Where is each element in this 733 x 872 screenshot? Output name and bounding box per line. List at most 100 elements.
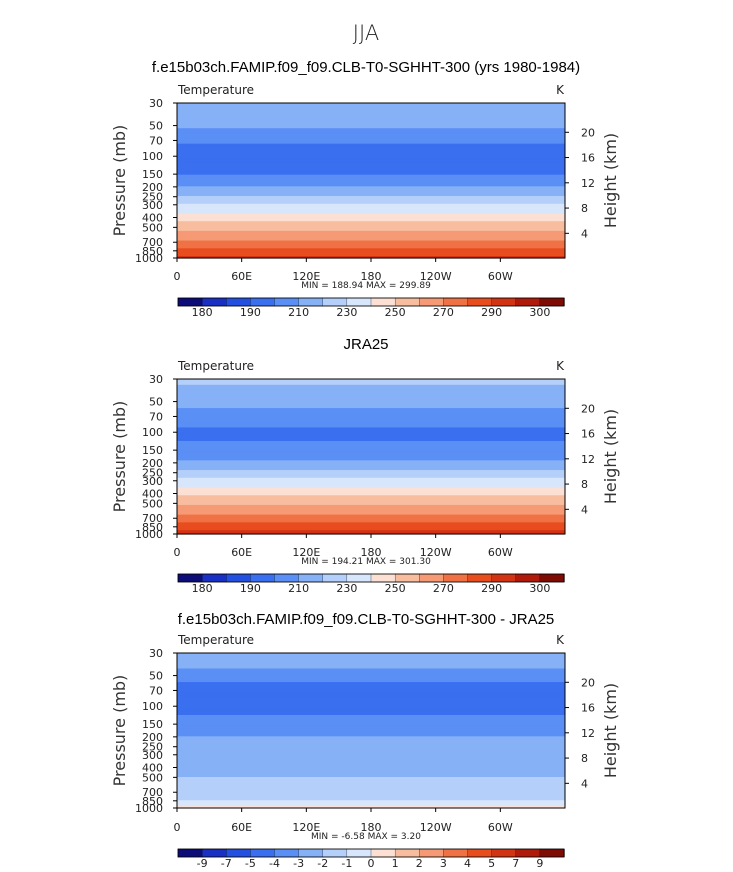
contour-band — [177, 680, 565, 683]
colorbar-swatch — [419, 297, 445, 307]
contour-band — [177, 759, 565, 763]
contour-band — [177, 230, 565, 234]
contour-band — [177, 155, 565, 158]
contour-band — [177, 110, 565, 114]
colorbar-swatch — [226, 297, 252, 307]
colorbar-swatch — [443, 848, 469, 858]
height-tick-label: 4 — [581, 227, 588, 240]
contour-band — [177, 388, 565, 392]
height-tick-label: 20 — [581, 676, 595, 689]
contour-band — [177, 379, 565, 382]
contour-band — [177, 120, 565, 123]
pressure-tick-label: 250 — [142, 467, 163, 480]
pressure-tick-label: 30 — [149, 647, 163, 660]
contour-band — [177, 771, 565, 774]
contour-band — [177, 477, 565, 481]
contour-band — [177, 782, 565, 786]
contour-band — [177, 122, 565, 125]
contour-band — [177, 219, 565, 222]
contour-band — [177, 157, 565, 160]
contour-band — [177, 747, 565, 751]
height-tick-label: 4 — [581, 777, 588, 790]
contour-band — [177, 215, 565, 218]
contour-band — [177, 106, 565, 110]
pressure-tick-label: 400 — [142, 487, 163, 500]
lon-tick-label: 180 — [361, 270, 382, 283]
colorbar-label: -1 — [341, 857, 352, 870]
contour-band — [177, 479, 565, 483]
contour-band — [177, 802, 565, 805]
height-tick-label: 16 — [581, 702, 595, 715]
colorbar-swatch — [419, 848, 445, 858]
colorbar-swatch — [394, 297, 420, 307]
contour-band — [177, 751, 565, 755]
contour-band — [177, 470, 565, 473]
colorbar-swatch — [539, 848, 565, 858]
contour-band — [177, 182, 565, 185]
colorbar-label: -4 — [269, 857, 280, 870]
colorbar-label: 230 — [336, 306, 357, 319]
pressure-tick-label: 200 — [142, 457, 163, 470]
height-tick-label: 16 — [581, 152, 595, 165]
height-tick-label: 12 — [581, 453, 595, 466]
contour-band — [177, 411, 565, 415]
contour-band — [177, 462, 565, 465]
contour-band — [177, 689, 565, 693]
contour-band — [177, 512, 565, 516]
contour-band — [177, 481, 565, 485]
contour-band — [177, 749, 565, 753]
colorbar-label: 250 — [385, 306, 406, 319]
contour-band — [177, 757, 565, 761]
height-tick-label: 4 — [581, 503, 588, 516]
pressure-tick-label: 70 — [149, 410, 163, 423]
colorbar-label: 210 — [288, 582, 309, 595]
units-label: K — [556, 83, 565, 97]
contour-band — [177, 250, 565, 253]
pressure-tick-label: 700 — [142, 786, 163, 799]
colorbar-swatch — [250, 297, 276, 307]
contour-band — [177, 730, 565, 734]
contour-band — [177, 396, 565, 399]
contour-band — [177, 404, 565, 407]
pressure-tick-label: 70 — [149, 684, 163, 697]
contour-band — [177, 682, 565, 685]
variable-label: Temperature — [177, 359, 254, 373]
panel-title: f.e15b03ch.FAMIP.f09_f09.CLB-T0-SGHHT-30… — [178, 611, 555, 628]
contour-band — [177, 128, 565, 131]
pressure-tick-label: 100 — [142, 426, 163, 439]
contour-band — [177, 806, 565, 809]
contour-band — [177, 720, 565, 724]
pressure-tick-label: 250 — [142, 741, 163, 754]
contour-band — [177, 503, 565, 506]
contour-band — [177, 205, 565, 209]
contour-band — [177, 794, 565, 797]
contour-band — [177, 693, 565, 697]
contour-band — [177, 197, 565, 201]
colorbar-swatch — [491, 573, 517, 583]
colorbar-label: 180 — [192, 306, 213, 319]
contour-band — [177, 442, 565, 446]
contour-band — [177, 207, 565, 211]
contour-band — [177, 711, 565, 714]
contour-field — [177, 653, 565, 809]
pressure-tick-label: 70 — [149, 134, 163, 147]
pressure-tick-label: 1000 — [135, 528, 163, 541]
pressure-tick-label: 1000 — [135, 802, 163, 815]
contour-band — [177, 254, 565, 257]
contour-band — [177, 252, 565, 255]
pressure-tick-label: 700 — [142, 512, 163, 525]
contour-band — [177, 464, 565, 467]
contour-band — [177, 746, 565, 749]
colorbar-swatch — [250, 848, 276, 858]
contour-band — [177, 530, 565, 533]
contour-band — [177, 701, 565, 704]
colorbar-label: 270 — [433, 306, 454, 319]
contour-band — [177, 244, 565, 247]
contour-band — [177, 773, 565, 776]
min-max-stats: MIN = 194.21 MAX = 301.30 — [301, 557, 431, 567]
contour-band — [177, 518, 565, 522]
contour-band — [177, 232, 565, 236]
contour-band — [177, 674, 565, 677]
contour-band — [177, 184, 565, 187]
contour-band — [177, 780, 565, 784]
